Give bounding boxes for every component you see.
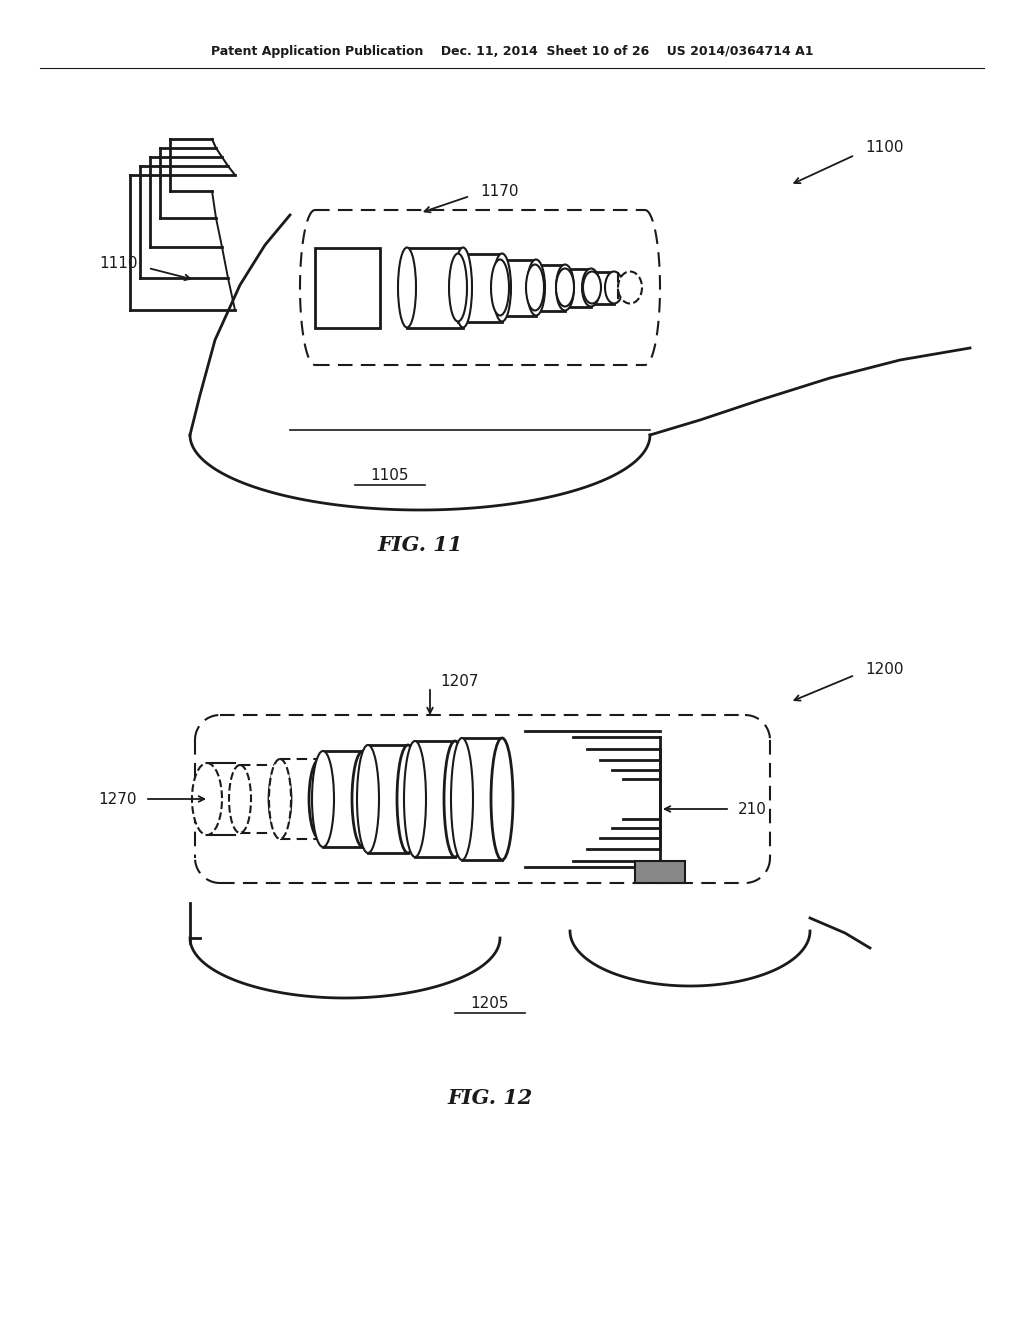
Ellipse shape	[451, 738, 473, 861]
Ellipse shape	[229, 766, 251, 833]
Ellipse shape	[309, 759, 331, 840]
Ellipse shape	[618, 272, 642, 304]
Ellipse shape	[352, 751, 374, 847]
Text: FIG. 12: FIG. 12	[447, 1088, 532, 1107]
Text: 1270: 1270	[98, 792, 137, 807]
Bar	[635, 861, 685, 883]
Ellipse shape	[556, 268, 574, 306]
Ellipse shape	[398, 248, 416, 327]
Ellipse shape	[397, 744, 419, 853]
Ellipse shape	[193, 763, 222, 836]
Ellipse shape	[490, 260, 509, 315]
Ellipse shape	[444, 741, 466, 857]
Ellipse shape	[605, 272, 623, 304]
Bar	[315, 248, 380, 327]
Ellipse shape	[269, 766, 291, 833]
Ellipse shape	[582, 268, 600, 306]
Ellipse shape	[526, 264, 544, 310]
Ellipse shape	[404, 741, 426, 857]
Ellipse shape	[357, 744, 379, 853]
Text: FIG. 11: FIG. 11	[378, 535, 463, 554]
Ellipse shape	[490, 738, 513, 861]
Ellipse shape	[449, 253, 467, 322]
Text: 1105: 1105	[371, 467, 410, 483]
Text: 1207: 1207	[440, 675, 478, 689]
Text: 1205: 1205	[471, 995, 509, 1011]
Ellipse shape	[556, 264, 574, 310]
Ellipse shape	[269, 759, 291, 840]
Ellipse shape	[493, 253, 511, 322]
Text: 210: 210	[738, 801, 767, 817]
Ellipse shape	[312, 751, 334, 847]
Text: Patent Application Publication    Dec. 11, 2014  Sheet 10 of 26    US 2014/03647: Patent Application Publication Dec. 11, …	[211, 45, 813, 58]
Ellipse shape	[583, 272, 601, 304]
Text: 1100: 1100	[865, 140, 903, 156]
Text: 1110: 1110	[99, 256, 138, 272]
Ellipse shape	[454, 248, 472, 327]
Text: 1170: 1170	[480, 185, 518, 199]
Text: 1200: 1200	[865, 663, 903, 677]
Ellipse shape	[527, 260, 545, 315]
